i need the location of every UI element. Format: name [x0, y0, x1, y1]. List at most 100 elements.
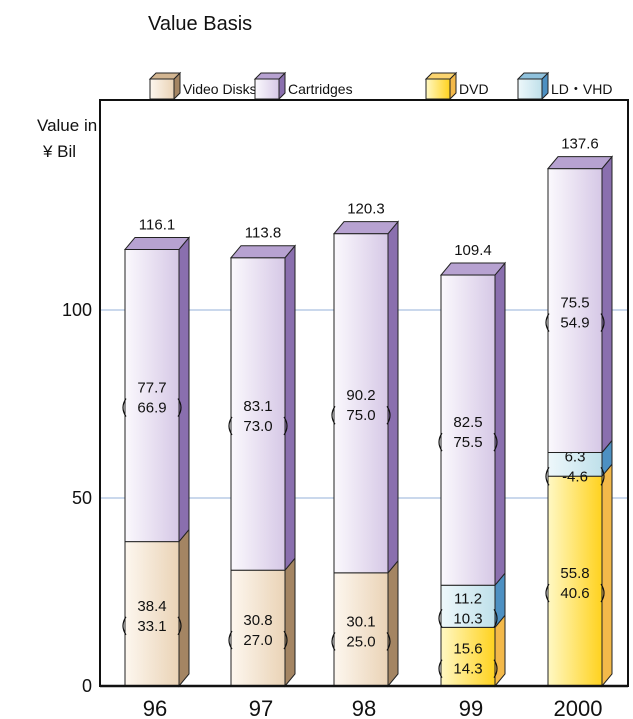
open-paren [438, 608, 443, 628]
open-paren [438, 432, 443, 452]
segment-sub-label: 33.1 [137, 618, 166, 635]
legend-swatch-top [148, 72, 182, 80]
segment-value-label: 15.6 [453, 641, 482, 658]
close-paren [386, 405, 391, 425]
bar-front [333, 233, 389, 574]
bar-side [284, 244, 296, 572]
segment-value-label: 90.2 [346, 387, 375, 404]
bar-front [440, 584, 496, 628]
bar-side [387, 220, 399, 575]
open-paren [545, 467, 550, 486]
bar-side [601, 155, 613, 454]
legend-label: Cartridges [288, 81, 353, 97]
close-paren [600, 583, 605, 603]
segment-value-label: 30.8 [243, 612, 272, 629]
x-tick-label: 2000 [554, 696, 603, 719]
segment-sub-label: 27.0 [243, 632, 272, 649]
open-paren [122, 398, 127, 417]
bar-segment-cartridges: 82.5 75.5 [438, 261, 506, 587]
close-paren [386, 632, 391, 651]
bar-side [387, 559, 399, 688]
legend-swatch [254, 78, 280, 100]
open-paren [545, 313, 550, 332]
bar-segment-cartridges: 77.7 66.9 [122, 236, 190, 543]
bar-front [124, 541, 180, 687]
x-tick-label: 97 [249, 696, 273, 719]
bar-top [123, 236, 191, 250]
open-paren [228, 416, 233, 436]
close-paren [493, 659, 498, 679]
bar-top [439, 262, 507, 276]
close-paren [493, 608, 498, 628]
close-paren [600, 313, 605, 332]
bar-segment-dvd: 15.6 14.3 [438, 613, 506, 688]
segment-sub-label: 40.6 [560, 585, 589, 602]
bar-side [284, 556, 296, 688]
close-paren [177, 398, 182, 417]
bar-total-label: 116.1 [139, 216, 175, 233]
close-paren [177, 616, 182, 636]
x-tick-label: 96 [143, 696, 167, 719]
open-paren [331, 405, 336, 425]
legend: Video Disks Cartridges DVD LD・VHD [148, 71, 612, 101]
segment-sub-label: 66.9 [137, 400, 166, 417]
bar-front [230, 257, 286, 571]
legend-item-dvd: DVD [424, 71, 489, 101]
x-tick-label: 98 [352, 696, 376, 719]
bar-segment-cartridges: 83.1 73.0 [228, 244, 296, 572]
legend-label: LD・VHD [551, 81, 612, 97]
legend-item-ld_vhd: LD・VHD [516, 71, 612, 101]
segment-sub-label: 73.0 [243, 418, 272, 435]
bar-side [494, 261, 506, 587]
legend-item-cartridges: Cartridges [253, 71, 353, 101]
open-paren [545, 583, 550, 603]
segment-value-label: 77.7 [137, 380, 166, 397]
bar-total-label: 120.3 [347, 201, 385, 218]
bar-top [546, 156, 614, 170]
bar-front [547, 475, 603, 687]
open-paren [438, 659, 443, 679]
legend-swatch-top [253, 72, 287, 80]
open-paren [122, 616, 127, 636]
close-paren [493, 432, 498, 452]
bar-total-label: 109.4 [454, 242, 492, 259]
segment-sub-label: 75.5 [453, 434, 482, 451]
segment-sub-label: 14.3 [453, 661, 482, 678]
bar-segment-video_disks: 30.8 27.0 [228, 556, 296, 688]
segment-value-label: 55.8 [560, 565, 589, 582]
bar-segment-dvd: 55.8 40.6 [545, 462, 613, 688]
y-tick-label: 50 [72, 488, 92, 508]
x-tick-label: 99 [459, 696, 483, 719]
bar-top [229, 245, 297, 259]
bar-front [440, 274, 496, 586]
chart-title: Value Basis [148, 13, 252, 35]
close-paren [600, 467, 605, 486]
close-paren [283, 630, 288, 650]
bar-front [547, 168, 603, 454]
segment-sub-label: 75.0 [346, 407, 375, 424]
bar-front [440, 626, 496, 687]
bar-total-label: 113.8 [245, 225, 281, 242]
legend-swatch [149, 78, 175, 100]
segment-value-label: 11.2 [454, 590, 482, 607]
bar-side [601, 462, 613, 688]
y-tick-label: 100 [62, 300, 92, 320]
legend-swatch [425, 78, 451, 100]
legend-label: Video Disks [183, 81, 257, 97]
bar-segment-cartridges: 90.2 75.0 [331, 220, 399, 575]
bar-total-label: 137.6 [561, 136, 599, 153]
segment-value-label: 38.4 [137, 598, 166, 615]
segment-sub-label: 54.9 [560, 315, 589, 332]
open-paren [228, 630, 233, 650]
y-axis-label-line1: Value in [37, 116, 97, 135]
bar-segment-cartridges: 75.5 54.9 [545, 155, 613, 454]
segment-sub-label: 10.3 [453, 610, 482, 627]
legend-swatch-top [424, 72, 458, 80]
y-axis-label-line2: ¥ Bil [42, 142, 76, 161]
y-tick-label: 0 [82, 676, 92, 696]
legend-label: DVD [459, 81, 489, 97]
bar-front [333, 572, 389, 687]
segment-sub-label: 25.0 [346, 633, 375, 650]
segment-value-label: 75.5 [560, 295, 589, 312]
